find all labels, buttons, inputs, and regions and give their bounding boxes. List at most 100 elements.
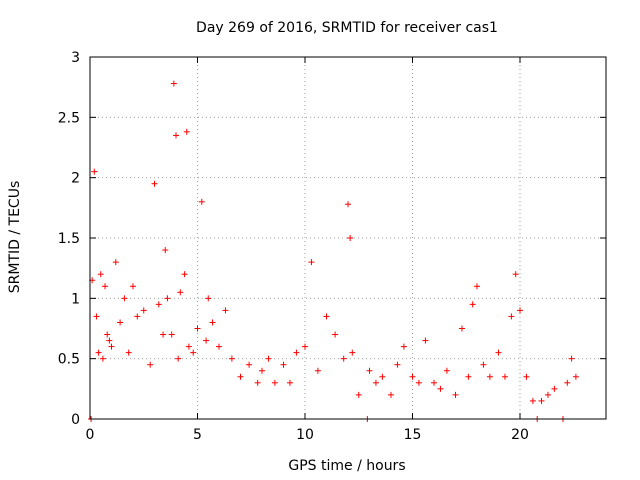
x-tick-label: 0 [86, 427, 95, 443]
data-point [99, 355, 106, 362]
data-point [529, 397, 536, 404]
data-point [437, 385, 444, 392]
data-point [517, 307, 523, 314]
data-point [254, 379, 261, 386]
chart-title: Day 269 of 2016, SRMTID for receiver cas… [196, 20, 498, 36]
data-point [265, 355, 272, 362]
data-point [394, 361, 401, 368]
data-point [177, 289, 184, 296]
data-point [91, 168, 98, 175]
data-point [422, 337, 429, 344]
data-point [209, 319, 216, 326]
x-tick-label: 10 [296, 427, 314, 443]
x-tick-label: 20 [511, 427, 529, 443]
data-point [314, 367, 321, 374]
data-point [185, 343, 192, 350]
y-tick-label: 1 [71, 291, 80, 307]
data-point [130, 283, 136, 290]
data-point [198, 198, 205, 205]
data-point [452, 391, 459, 398]
data-point [469, 301, 476, 308]
data-point [379, 373, 386, 380]
data-point [140, 307, 147, 314]
data-point [512, 271, 519, 278]
data-point [151, 180, 158, 187]
data-point [409, 373, 416, 380]
data-point [205, 295, 212, 302]
data-point [160, 331, 167, 338]
y-tick-label: 3 [71, 50, 80, 66]
data-point [501, 373, 508, 380]
data-point [173, 132, 179, 139]
y-axis-label: SRMTID / TECUs [7, 181, 23, 294]
data-point [203, 337, 210, 344]
data-point [495, 349, 502, 356]
data-point [194, 325, 201, 332]
data-point [345, 201, 351, 208]
data-point [340, 355, 347, 362]
data-point [302, 343, 308, 350]
data-point [443, 367, 450, 374]
x-tick-label: 15 [404, 427, 422, 443]
data-point [162, 247, 169, 254]
y-tick-label: 1.5 [58, 231, 80, 247]
data-point [388, 391, 394, 398]
data-point [349, 349, 356, 356]
data-point [102, 283, 109, 290]
data-point [286, 379, 293, 386]
x-tick-label: 5 [193, 427, 202, 443]
data-point [508, 313, 515, 320]
y-tick-label: 0.5 [58, 352, 80, 368]
data-point [280, 361, 287, 368]
data-point [155, 301, 162, 308]
data-point [308, 259, 315, 266]
data-point [465, 373, 472, 380]
data-point [170, 80, 177, 87]
data-point [97, 271, 104, 278]
data-point [293, 349, 300, 356]
data-point [347, 235, 354, 241]
data-point [216, 343, 222, 350]
data-point [181, 271, 188, 278]
data-point [246, 361, 253, 368]
data-point [117, 319, 124, 326]
data-point [222, 307, 229, 314]
data-point [175, 355, 182, 362]
data-point [323, 313, 330, 320]
data-point [572, 373, 579, 380]
data-point [355, 391, 362, 398]
y-tick-label: 2.5 [58, 110, 80, 126]
data-point [372, 379, 379, 386]
data-point [480, 361, 487, 368]
data-point [228, 355, 235, 362]
data-point [134, 313, 141, 320]
data-point [538, 397, 545, 404]
axis-ticks: 0 5 10 15 20 0 0.5 1 1.5 2 2.5 3 [58, 50, 606, 443]
data-point [95, 349, 102, 356]
data-point [332, 331, 339, 338]
data-point [366, 367, 373, 374]
data-point [271, 379, 278, 386]
data-point [121, 295, 128, 302]
data-point [568, 355, 575, 362]
data-point [551, 385, 558, 392]
data-point [190, 349, 197, 356]
data-point [108, 343, 115, 350]
data-point [400, 343, 407, 350]
data-point [458, 325, 465, 332]
data-point [93, 313, 100, 320]
y-tick-label: 0 [71, 412, 80, 428]
x-axis-label: GPS time / hours [288, 458, 405, 474]
data-point [168, 331, 175, 338]
data-point [147, 361, 154, 368]
data-point [183, 128, 190, 135]
data-point [112, 259, 119, 266]
gridlines [90, 57, 606, 419]
data-point [431, 379, 437, 386]
data-point [523, 373, 530, 380]
data-point [104, 331, 111, 338]
data-point [474, 283, 480, 290]
data-point [486, 373, 493, 380]
